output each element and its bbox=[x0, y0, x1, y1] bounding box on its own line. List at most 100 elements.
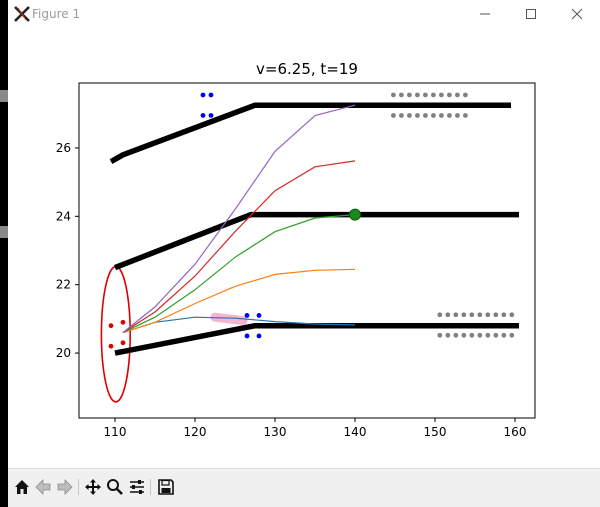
save-floppy-icon bbox=[158, 479, 174, 495]
gray-vehicle-point bbox=[485, 312, 491, 318]
gray-vehicle-point bbox=[493, 312, 499, 318]
trajectory-line bbox=[122, 160, 356, 334]
home-button[interactable] bbox=[12, 477, 32, 497]
blue-vehicle-point bbox=[256, 313, 262, 318]
gray-vehicle-point bbox=[431, 113, 436, 118]
x-tick-label: 110 bbox=[104, 425, 127, 439]
home-icon bbox=[15, 480, 29, 494]
gray-vehicle-point bbox=[407, 92, 412, 98]
x-tick-label: 120 bbox=[184, 425, 207, 439]
road-boundary-line bbox=[114, 322, 519, 356]
gray-vehicle-point bbox=[437, 312, 443, 318]
background-window-edge bbox=[0, 0, 8, 506]
edge-mark bbox=[0, 90, 8, 102]
blue-vehicle-point bbox=[200, 113, 206, 118]
blue-vehicle-point bbox=[200, 92, 206, 98]
blue-vehicle-point bbox=[244, 313, 250, 318]
close-button[interactable] bbox=[554, 0, 600, 28]
chart-svg: v=6.25, t=19 110 120 130 140 150 160 20 22 24 26 bbox=[56, 60, 536, 439]
gray-vehicle-point bbox=[423, 92, 428, 98]
gray-vehicle-point bbox=[431, 92, 436, 98]
x-tick-label: 140 bbox=[344, 425, 367, 439]
plot-frame bbox=[78, 82, 536, 419]
ego-vehicle-ellipse bbox=[100, 265, 132, 403]
chart-title: v=6.25, t=19 bbox=[256, 60, 358, 78]
gray-vehicle-point bbox=[391, 92, 396, 98]
x-tick-label: 150 bbox=[424, 425, 447, 439]
pan-button[interactable] bbox=[83, 477, 103, 497]
back-button[interactable] bbox=[33, 477, 53, 497]
gray-vehicle-point bbox=[391, 113, 396, 118]
gray-vehicle-point bbox=[477, 332, 483, 338]
toolbar-separator bbox=[150, 479, 151, 495]
blue-vehicle-point bbox=[208, 113, 214, 118]
edge-mark bbox=[0, 226, 8, 238]
road-boundary-line bbox=[109, 102, 511, 164]
gray-vehicle-point bbox=[407, 113, 412, 118]
gray-vehicle-point bbox=[469, 312, 475, 318]
title-bar[interactable]: Figure 1 bbox=[8, 0, 600, 28]
trajectory-line bbox=[122, 268, 356, 334]
forward-arrow-icon bbox=[57, 479, 73, 495]
trajectory-line bbox=[122, 214, 356, 334]
zoom-magnifier-icon bbox=[107, 479, 123, 495]
x-tick-label: 130 bbox=[264, 425, 287, 439]
gray-vehicle-point bbox=[509, 332, 515, 338]
gray-vehicle-point bbox=[437, 332, 443, 338]
red-vehicle-point bbox=[120, 319, 126, 325]
gray-vehicle-point bbox=[415, 92, 420, 98]
gray-vehicle-point bbox=[445, 312, 451, 318]
gray-vehicle-point bbox=[461, 312, 467, 318]
gray-vehicle-point bbox=[477, 312, 483, 318]
configure-subplots-button[interactable] bbox=[127, 477, 147, 497]
pan-move-icon bbox=[85, 479, 101, 495]
red-vehicle-point bbox=[108, 343, 114, 349]
gray-vehicle-point bbox=[501, 332, 507, 338]
app-logo-icon bbox=[14, 6, 30, 22]
gray-vehicle-point bbox=[493, 332, 499, 338]
y-tick-label: 22 bbox=[56, 278, 71, 292]
zoom-button[interactable] bbox=[105, 477, 125, 497]
y-tick-label: 24 bbox=[56, 209, 71, 223]
gray-vehicle-point bbox=[453, 312, 459, 318]
close-icon bbox=[571, 8, 583, 20]
x-tick-label: 160 bbox=[504, 425, 527, 439]
gray-vehicle-point bbox=[423, 113, 428, 118]
gray-vehicle-point bbox=[447, 113, 452, 118]
gray-vehicle-point bbox=[399, 92, 404, 98]
forward-button[interactable] bbox=[55, 477, 75, 497]
gray-vehicle-point bbox=[455, 113, 460, 118]
toolbar-separator bbox=[78, 479, 79, 495]
blue-vehicle-point bbox=[244, 333, 250, 339]
gray-vehicle-point bbox=[469, 332, 475, 338]
y-tick-label: 20 bbox=[56, 346, 71, 360]
gray-vehicle-point bbox=[463, 113, 468, 118]
navigation-toolbar bbox=[8, 468, 600, 507]
figure-canvas[interactable]: v=6.25, t=19 110 120 130 140 150 160 20 22 24 26 bbox=[8, 28, 600, 468]
gray-vehicle-point bbox=[509, 312, 515, 318]
minimize-icon bbox=[480, 13, 490, 15]
minimize-button[interactable] bbox=[462, 0, 508, 28]
trajectory-line bbox=[122, 104, 356, 333]
gray-vehicle-point bbox=[445, 332, 451, 338]
gray-vehicle-point bbox=[485, 332, 491, 338]
window-title: Figure 1 bbox=[32, 7, 81, 21]
y-tick-label: 26 bbox=[56, 141, 71, 155]
red-vehicle-point bbox=[120, 340, 126, 346]
figure-window: Figure 1 v=6.25, t=19 110 120 130 140 150 160… bbox=[8, 0, 600, 507]
maximize-icon bbox=[526, 9, 536, 19]
gray-vehicle-point bbox=[447, 92, 452, 98]
road-boundary-line bbox=[114, 211, 519, 271]
blue-vehicle-point bbox=[256, 333, 262, 339]
gray-vehicle-point bbox=[453, 332, 459, 338]
maximize-button[interactable] bbox=[508, 0, 554, 28]
red-vehicle-point bbox=[108, 323, 114, 329]
sliders-icon bbox=[130, 480, 144, 494]
gray-vehicle-point bbox=[463, 92, 468, 98]
blue-vehicle-point bbox=[208, 92, 214, 98]
gray-vehicle-point bbox=[501, 312, 507, 318]
save-button[interactable] bbox=[156, 477, 176, 497]
gray-vehicle-point bbox=[439, 113, 444, 118]
target-marker bbox=[349, 208, 361, 221]
gray-vehicle-point bbox=[399, 113, 404, 118]
